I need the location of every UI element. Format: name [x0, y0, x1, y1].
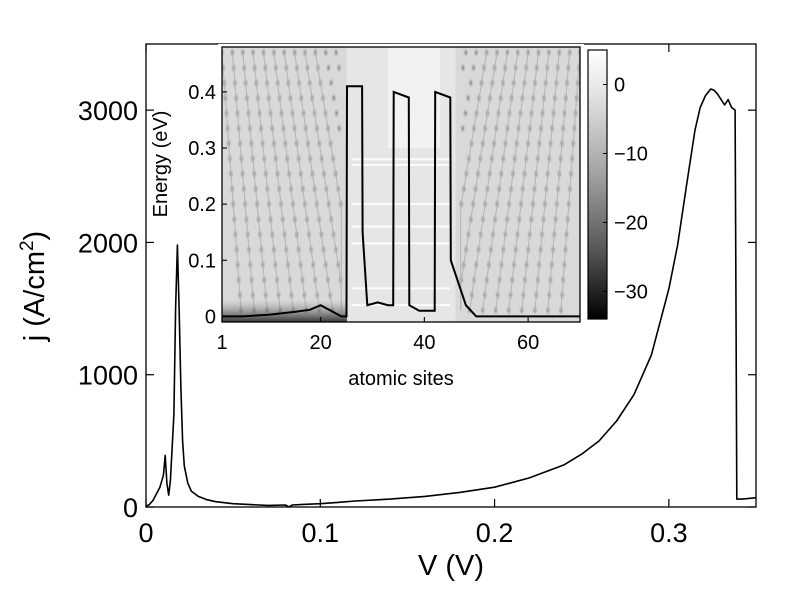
- inset-y-axis-label: Energy (eV): [150, 111, 172, 218]
- heatmap-node-left: [222, 47, 226, 59]
- inset-x-tick-label: 40: [413, 332, 435, 354]
- heatmap-fan-line-left: [252, 52, 281, 311]
- potential-profile-line: [222, 85, 580, 318]
- heatmap-node-right: [459, 62, 467, 74]
- heatmap-fan-line-right: [534, 52, 560, 311]
- main-x-tick-label: 0.3: [650, 518, 688, 548]
- inset-x-axis-label: atomic sites: [348, 368, 454, 390]
- colorbar-ticks: 0 −10 −20 −30: [603, 74, 648, 303]
- main-y-ticks: 0 1000 2000 3000: [78, 96, 756, 523]
- heatmap-fan-line-left: [242, 52, 268, 311]
- heatmap-node-right: [473, 47, 480, 59]
- heatmap-fan-line-left: [231, 52, 255, 311]
- main-x-tick-label: 0.2: [476, 518, 514, 548]
- heatmap-node-right: [462, 107, 469, 119]
- colorbar: [587, 49, 608, 320]
- main-y-label-suffix: ): [19, 231, 51, 241]
- inset-heatmap: [222, 47, 580, 322]
- heatmap-fan-line-right: [469, 52, 508, 311]
- current-voltage-curve: [146, 88, 756, 507]
- colorbar-tick-label: 0: [614, 74, 625, 96]
- heatmap-fan-line-right: [460, 52, 488, 311]
- main-y-tick-label: 2000: [78, 228, 138, 258]
- heatmap-node-left: [336, 122, 343, 134]
- inset-x-ticks: 1 20 40 60: [216, 317, 539, 354]
- heatmap-fan-line-left: [294, 52, 333, 311]
- colorbar-tick-label: −20: [614, 212, 648, 234]
- main-y-axis-label: j (A/cm2): [17, 231, 51, 342]
- inset-axes-frame: [221, 46, 581, 323]
- heatmap-node-left: [325, 62, 332, 74]
- heatmap-bright-region: [388, 47, 440, 149]
- inset-x-tick-label: 20: [309, 332, 331, 354]
- heatmap-fan-line-right: [482, 52, 519, 311]
- main-y-tick-label: 3000: [78, 96, 138, 126]
- inset-y-tick-label: 0.2: [188, 194, 216, 216]
- inset-x-tick-label: 60: [517, 332, 539, 354]
- inset-x-tick-label: 1: [216, 332, 227, 354]
- heatmap-node-left: [330, 92, 338, 104]
- heatmap-node-left: [332, 47, 340, 59]
- heatmap-node-left: [335, 62, 343, 74]
- main-y-label-superscript: 2: [17, 240, 38, 251]
- heatmap-node-left: [327, 77, 335, 89]
- inset-panel: 1 20 40 60 0 0.1 0.2 0.3 0.4 atomic sites Energ…: [150, 44, 648, 390]
- heatmap-fan-line-right: [547, 52, 571, 311]
- heatmap-fan-line-left: [263, 52, 294, 311]
- heatmap-fan-line-right: [460, 52, 498, 311]
- main-y-tick-label: 0: [123, 493, 138, 523]
- inset-y-ticks: 0 0.1 0.2 0.3 0.4: [188, 82, 227, 328]
- inset-y-tick-label: 0: [205, 306, 216, 328]
- heatmap-node-right: [462, 47, 470, 59]
- heatmap-fan-line-left: [283, 52, 320, 311]
- main-x-tick-label: 0: [138, 518, 153, 548]
- main-y-label-prefix: j (A/cm: [19, 251, 51, 342]
- colorbar-tick-label: −30: [614, 281, 648, 303]
- heatmap-node-right: [459, 122, 466, 134]
- heatmap-fan-line-left: [314, 52, 342, 311]
- heatmap-fan-line-right: [560, 52, 580, 311]
- colorbar-tick-label: −10: [614, 143, 648, 165]
- main-x-axis-label: V (V): [418, 550, 484, 582]
- heatmap-fan-line-left: [304, 52, 342, 311]
- main-x-ticks: 0 0.1 0.2 0.3: [138, 44, 688, 548]
- inset-y-tick-label: 0.4: [188, 82, 216, 104]
- heatmap-node-left: [322, 47, 329, 59]
- inset-y-tick-label: 0.3: [188, 138, 216, 160]
- inset-y-tick-label: 0.1: [188, 250, 216, 272]
- heatmap-node-right: [467, 77, 475, 89]
- heatmap-low-energy-band: [222, 300, 347, 322]
- heatmap-fan-line-right: [521, 52, 550, 311]
- heatmap-node-right: [464, 92, 472, 104]
- main-x-tick-label: 0.1: [302, 518, 340, 548]
- heatmap-fan-line-left: [273, 52, 307, 311]
- heatmap-node-right: [576, 47, 580, 59]
- heatmap-node-left: [333, 107, 340, 119]
- heatmap-fan-line-right: [495, 52, 529, 311]
- heatmap-node-right: [470, 62, 477, 74]
- heatmap-fan-line-right: [508, 52, 539, 311]
- heatmap-fan-line-left: [222, 52, 242, 311]
- main-y-tick-label: 1000: [78, 361, 138, 391]
